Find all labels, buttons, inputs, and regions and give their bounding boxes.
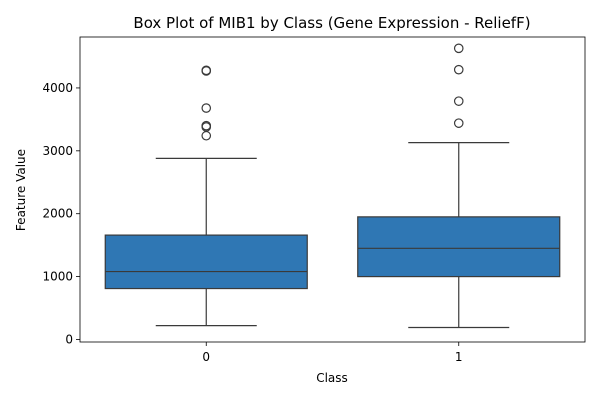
iqr-box (357, 216, 561, 278)
y-tick-label: 3000 (42, 144, 73, 158)
y-tick-label: 1000 (42, 270, 73, 284)
outlier-point (453, 43, 464, 54)
outlier-point (201, 103, 212, 113)
outlier-point (453, 96, 464, 106)
outlier-point (453, 64, 464, 75)
y-tick-label: 0 (65, 332, 73, 346)
box-group-class-1 (357, 43, 561, 329)
plot-area (104, 43, 561, 329)
x-axis-label: Class (316, 371, 348, 385)
plot-frame (79, 36, 586, 343)
y-axis-label: Feature Value (14, 149, 28, 231)
y-tick-label: 4000 (42, 81, 73, 95)
box-group-class-0 (104, 65, 308, 327)
outlier-point (453, 118, 464, 128)
y-tick-label: 2000 (42, 207, 73, 221)
iqr-box (104, 234, 308, 290)
x-tick-label: 1 (455, 350, 463, 364)
x-tick-label: 0 (202, 350, 210, 364)
outlier-point (201, 120, 212, 131)
outlier-point (201, 65, 212, 76)
chart-title: Box Plot of MIB1 by Class (Gene Expressi… (133, 14, 530, 32)
outlier-point (201, 130, 212, 141)
y-axis: 0 1000 2000 3000 4000 (42, 81, 80, 346)
